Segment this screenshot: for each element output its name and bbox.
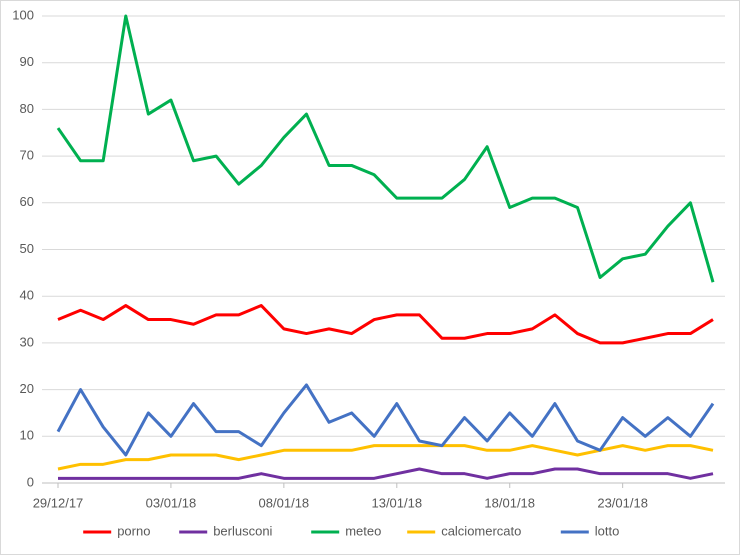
x-tick-label: 13/01/18 [371,495,422,510]
x-tick-label: 23/01/18 [597,495,648,510]
x-tick-label: 03/01/18 [146,495,197,510]
x-tick-label: 08/01/18 [259,495,310,510]
legend-label: meteo [345,523,381,538]
series-line [57,444,714,471]
y-tick-label: 10 [20,428,34,443]
x-tick-label: 18/01/18 [484,495,535,510]
series-line [57,304,714,345]
y-tick-label: 50 [20,241,34,256]
y-tick-label: 20 [20,381,34,396]
y-tick-label: 80 [20,101,34,116]
y-tick-label: 70 [20,148,34,163]
y-tick-label: 0 [27,474,34,489]
legend-label: calciomercato [441,523,521,538]
legend-label: porno [117,523,150,538]
y-tick-label: 90 [20,54,34,69]
x-tick-label: 29/12/17 [33,495,84,510]
series-line [56,383,715,457]
y-tick-label: 60 [20,194,34,209]
series-line [58,467,714,480]
y-tick-label: 100 [12,7,34,22]
y-tick-label: 30 [20,334,34,349]
series-line [56,14,715,283]
legend-label: lotto [595,523,620,538]
legend-label: berlusconi [213,523,272,538]
y-tick-label: 40 [20,288,34,303]
